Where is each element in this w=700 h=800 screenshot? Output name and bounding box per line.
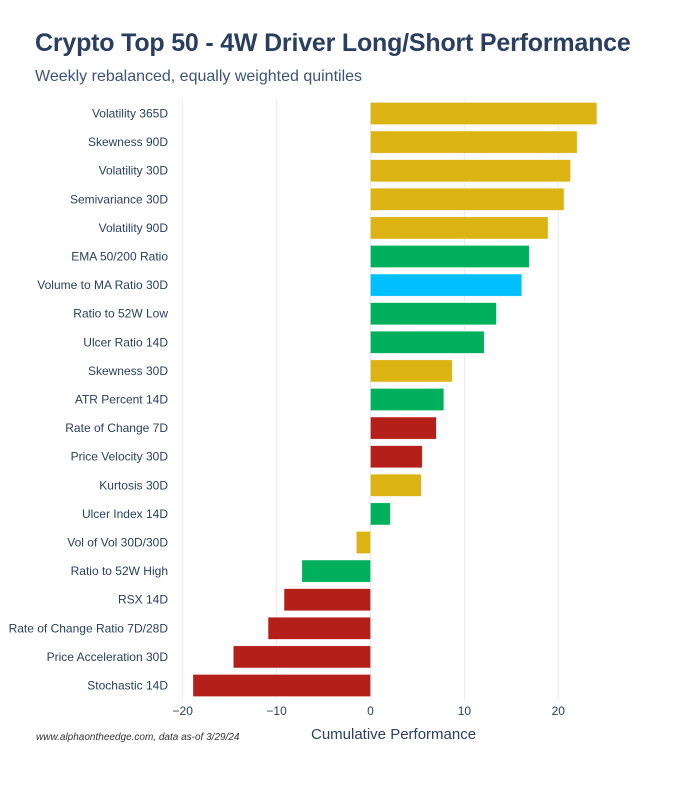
x-tick-label: −20 <box>173 704 194 718</box>
bar <box>301 559 371 583</box>
y-tick-label: Price Velocity 30D <box>71 450 169 464</box>
y-tick-label: Skewness 30D <box>88 364 168 378</box>
bar <box>356 531 371 554</box>
y-tick-label: Ulcer Ratio 14D <box>83 335 168 349</box>
x-axis-label: Cumulative Performance <box>311 726 477 743</box>
bar <box>370 388 444 411</box>
bar <box>370 445 423 468</box>
y-tick-label: Volume to MA Ratio 30D <box>37 278 168 292</box>
bar <box>370 416 437 440</box>
bar <box>370 502 391 526</box>
bar <box>370 159 571 182</box>
y-tick-label: Price Acceleration 30D <box>47 650 169 664</box>
bar <box>370 102 598 125</box>
y-tick-label: EMA 50/200 Ratio <box>71 250 168 264</box>
x-tick-label: 0 <box>367 704 374 718</box>
bar <box>370 331 485 354</box>
y-tick-label: Rate of Change 7D <box>65 421 168 435</box>
bar <box>370 245 530 268</box>
y-tick-label: Volatility 30D <box>99 164 169 178</box>
bar <box>370 216 549 240</box>
y-tick-label: RSX 14D <box>118 593 168 607</box>
bar <box>370 130 578 154</box>
bar <box>283 588 371 611</box>
bar <box>370 474 422 497</box>
bar <box>267 617 371 640</box>
x-tick-label: −10 <box>266 704 287 718</box>
y-tick-label: Volatility 365D <box>92 107 168 121</box>
y-tick-label: Ratio to 52W Low <box>73 307 168 321</box>
y-tick-label: Semivariance 30D <box>70 192 168 206</box>
chart-title: Crypto Top 50 - 4W Driver Long/Short Per… <box>35 29 631 57</box>
y-tick-label: Rate of Change Ratio 7D/28D <box>9 621 169 635</box>
y-tick-label: Kurtosis 30D <box>99 478 168 492</box>
x-tick-label: 20 <box>552 704 566 718</box>
y-tick-label: Ratio to 52W High <box>71 564 168 578</box>
bar <box>370 302 497 325</box>
y-tick-label: Volatility 90D <box>99 221 169 235</box>
bar <box>233 645 371 669</box>
y-tick-label: ATR Percent 14D <box>75 393 168 407</box>
y-tick-label: Skewness 90D <box>88 135 168 149</box>
bar <box>192 674 371 697</box>
y-tick-label: Vol of Vol 30D/30D <box>67 536 168 550</box>
source-note: www.alphaontheedge.com, data as-of 3/29/… <box>36 732 240 743</box>
bar <box>370 273 522 297</box>
y-tick-label: Stochastic 14D <box>87 679 168 693</box>
y-tick-label: Ulcer Index 14D <box>82 507 168 521</box>
x-tick-label: 10 <box>458 704 472 718</box>
chart-subtitle: Weekly rebalanced, equally weighted quin… <box>35 68 363 85</box>
bar <box>370 359 453 383</box>
bar <box>370 188 565 211</box>
